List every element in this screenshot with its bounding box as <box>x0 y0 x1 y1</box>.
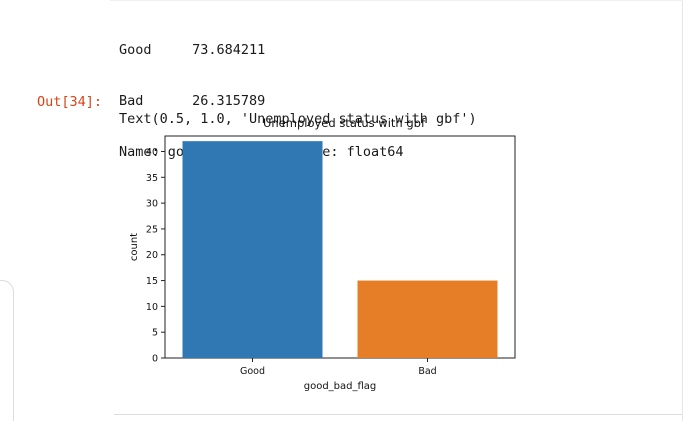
top-divider <box>110 0 683 1</box>
y-tick-label: 20 <box>146 250 158 261</box>
y-axis-label: count <box>129 233 140 261</box>
y-tick-label: 10 <box>146 302 158 313</box>
y-tick-label: 15 <box>146 276 158 287</box>
y-tick-label: 30 <box>146 199 158 210</box>
stdout-line: Bad 26.315789 <box>119 93 266 109</box>
y-tick-label: 25 <box>146 224 158 235</box>
output-prompt: Out[34]: <box>37 94 103 110</box>
output-text: Text(0.5, 1.0, 'Unemployed status with g… <box>119 111 477 127</box>
left-panel-edge <box>0 280 14 421</box>
stdout-line: Good 73.684211 <box>119 42 266 58</box>
chart-container: Unemployed status with gbf 0 5 10 15 20 25 30 3… <box>110 108 530 402</box>
bar-chart: Unemployed status with gbf 0 5 10 15 20 25 30 3… <box>129 116 516 392</box>
x-axis-label: good_bad_flag <box>304 381 377 392</box>
x-tick-label: Good <box>240 366 265 377</box>
bar-good <box>182 141 323 358</box>
bar-bad <box>357 280 498 358</box>
y-tick-label: 5 <box>152 328 158 339</box>
chart-title: Unemployed status with gbf <box>263 116 426 130</box>
output-row: Out[34]: Text(0.5, 1.0, 'Unemployed stat… <box>0 77 477 128</box>
y-tick-label: 40 <box>146 147 158 158</box>
y-tick-label: 35 <box>146 173 158 184</box>
x-axis-ticks: Good Bad <box>240 358 437 377</box>
y-axis-ticks: 0 5 10 15 20 25 30 35 40 <box>146 147 165 365</box>
bars <box>182 141 498 358</box>
y-tick-label: 0 <box>152 354 158 365</box>
plot-frame <box>164 135 516 359</box>
x-tick-label: Bad <box>418 366 436 377</box>
cell-bottom-divider <box>114 414 683 415</box>
